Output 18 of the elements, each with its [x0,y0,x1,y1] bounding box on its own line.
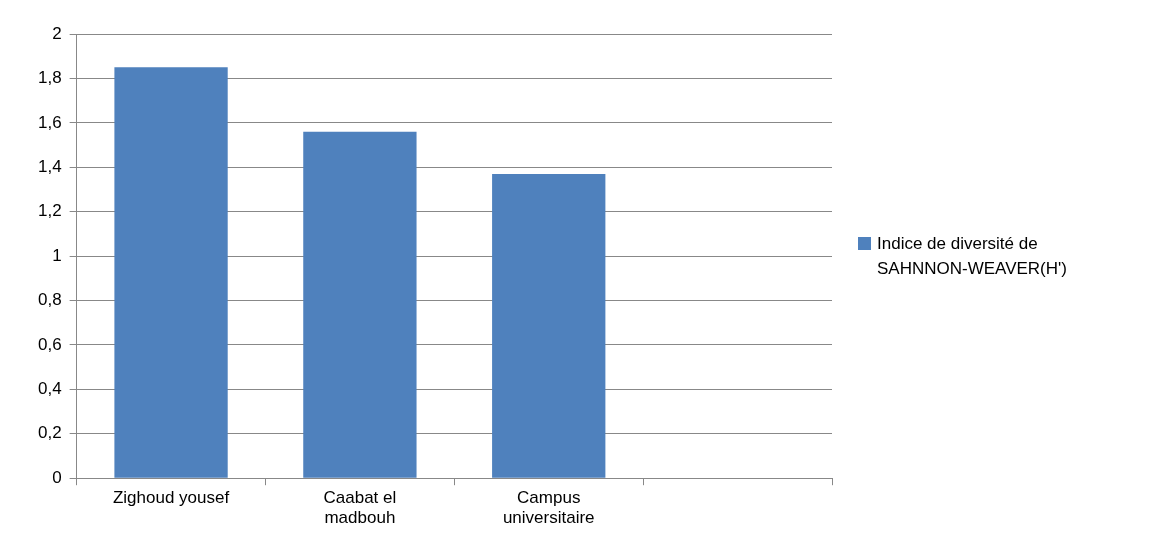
bar [114,67,228,478]
x-tick-label: Zighoud yousef [112,488,230,508]
y-tick-label: 0,8 [37,290,62,310]
y-tick-label: 1,2 [37,201,62,221]
y-tick-label: 1,4 [37,156,62,176]
y-tick-label: 1 [52,245,62,265]
y-tick-label: 1,8 [37,68,62,88]
y-tick-label: 0,4 [37,379,62,399]
y-tick-label: 0,2 [37,423,62,443]
bar [492,173,606,478]
y-tick-label: 0 [52,467,62,487]
bar [303,131,417,478]
x-tick-label: Campus universitaire [502,488,595,528]
legend-label: Indice de diversité de SAHNNON-WEAVER(H') [877,233,1068,281]
y-tick-label: 2 [52,23,62,43]
x-tick-label: Caabat el madbouh [323,488,397,528]
y-tick-label: 1,6 [37,112,62,132]
y-tick-label: 0,6 [37,334,62,354]
